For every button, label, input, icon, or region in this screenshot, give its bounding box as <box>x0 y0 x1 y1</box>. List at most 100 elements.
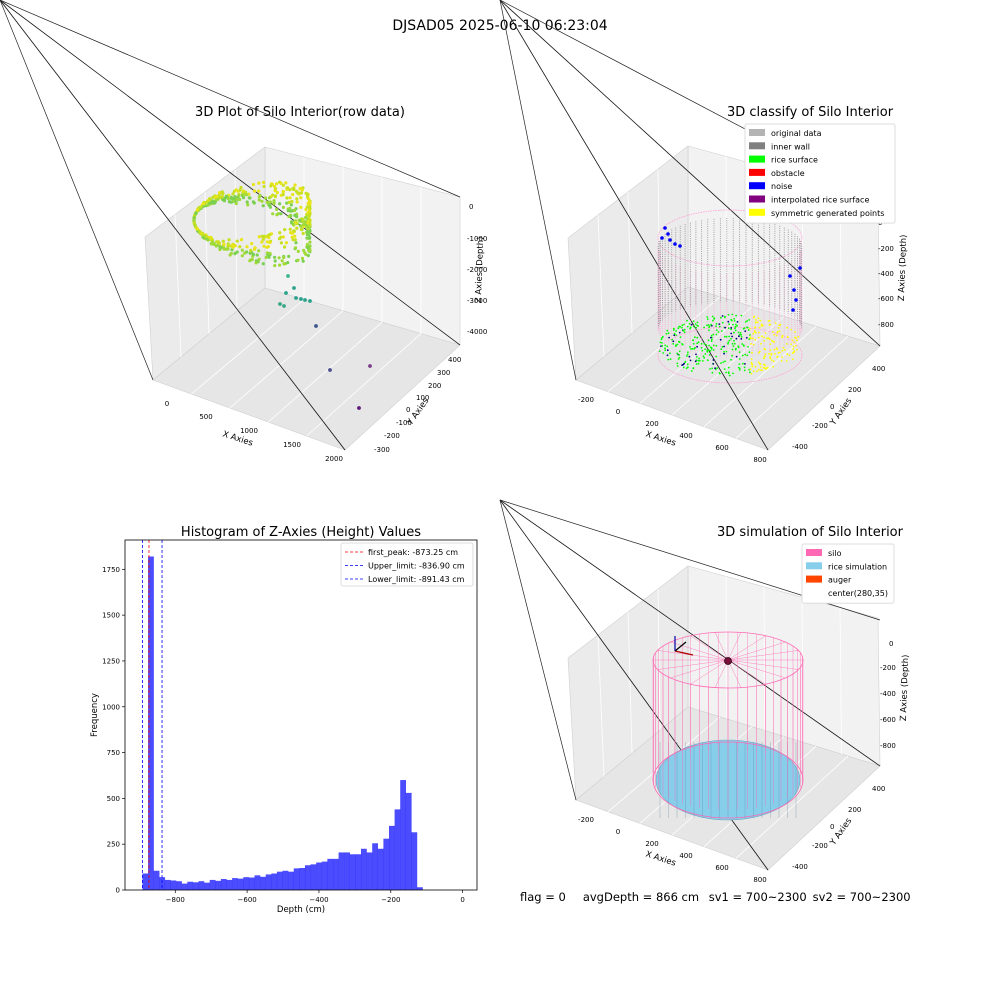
raw-point <box>278 263 282 267</box>
surface-point <box>675 334 678 336</box>
legend-label: rice surface <box>771 156 818 165</box>
surface-point <box>667 358 670 361</box>
raw-point <box>300 188 304 192</box>
z-axis-label: Z Axies (Depth) <box>897 234 909 301</box>
surface-point <box>734 342 736 345</box>
surface-point <box>731 342 734 345</box>
y-tick-label: 300 <box>437 369 450 377</box>
y-tick-label: 0 <box>830 403 834 411</box>
raw-point <box>357 406 361 410</box>
surface-point <box>681 326 683 329</box>
surface-point <box>793 341 796 344</box>
surface-point <box>721 330 723 332</box>
surface-point <box>749 337 752 340</box>
surface-point <box>661 345 664 347</box>
surface-point <box>712 359 715 361</box>
surface-point <box>706 318 709 320</box>
surface-point <box>733 339 735 342</box>
surface-point <box>688 322 691 325</box>
surface-point <box>759 366 762 368</box>
noise-point <box>666 232 670 236</box>
legend-label: center(280,35) <box>828 589 888 598</box>
raw-point <box>219 246 223 250</box>
surface-point <box>659 341 662 344</box>
y-tick-label: 0 <box>116 887 120 895</box>
raw-point <box>239 185 243 190</box>
surface-point <box>742 362 744 365</box>
surface-point <box>708 349 710 352</box>
histogram-bar <box>142 873 149 890</box>
raw-point <box>214 244 218 248</box>
y-tick-label: -100 <box>396 419 412 427</box>
noise-point <box>794 298 798 302</box>
axis-line <box>499 0 769 451</box>
surface-point <box>730 358 732 361</box>
surface-point <box>678 331 681 334</box>
raw-point <box>226 247 230 251</box>
surface-point <box>796 348 798 351</box>
silo-roof-wire <box>670 659 729 679</box>
raw-point <box>305 242 309 247</box>
surface-point <box>696 342 699 345</box>
surface-point <box>719 338 722 341</box>
raw-point <box>267 236 271 240</box>
surface-point <box>708 326 710 329</box>
legend-label: obstacle <box>771 169 805 178</box>
raw-point <box>267 255 271 259</box>
histogram-bar <box>260 876 266 890</box>
raw-point <box>268 200 272 204</box>
surface-point <box>769 349 772 351</box>
surface-point <box>791 339 794 342</box>
raw-point <box>295 215 299 219</box>
surface-point <box>791 352 794 354</box>
surface-point <box>770 352 773 355</box>
surface-point <box>741 354 744 357</box>
surface-point <box>750 361 753 364</box>
surface-point <box>723 368 726 370</box>
raw-point <box>293 183 297 187</box>
surface-point <box>715 329 718 331</box>
surface-point <box>727 342 729 345</box>
surface-point <box>744 330 747 332</box>
surface-point <box>753 330 756 332</box>
surface-point <box>708 329 710 332</box>
grid-line <box>607 296 721 392</box>
raw-point <box>283 228 287 232</box>
histogram-bar <box>198 881 205 890</box>
z-tick-label: -2000 <box>467 266 487 274</box>
x-tick-label: -200 <box>578 816 594 824</box>
raw-point <box>280 259 284 263</box>
raw-point <box>303 251 307 255</box>
axis-line <box>0 0 461 346</box>
raw-point <box>226 197 230 201</box>
surface-point <box>685 367 688 370</box>
z-tick-label: -200 <box>880 664 896 672</box>
surface-point <box>734 325 737 328</box>
surface-point <box>707 339 710 342</box>
legend-label: original data <box>771 129 822 138</box>
surface-point <box>709 346 712 349</box>
histogram-bar <box>304 865 311 890</box>
surface-point <box>773 333 775 336</box>
histogram-bar <box>192 882 199 890</box>
surface-point <box>749 368 752 371</box>
raw-point <box>281 205 285 209</box>
raw-point <box>285 196 289 200</box>
surface-point <box>676 343 679 346</box>
raw-point <box>229 251 233 256</box>
surface-point <box>736 321 739 323</box>
surface-point <box>690 323 693 326</box>
raw-point <box>287 254 291 258</box>
raw-point <box>299 297 303 301</box>
surface-point <box>776 356 778 359</box>
raw-point <box>282 304 286 308</box>
surface-point <box>735 355 738 358</box>
histogram-bar <box>355 854 362 890</box>
raw-point <box>278 302 282 306</box>
surface-point <box>711 338 713 341</box>
noise-point <box>788 274 792 278</box>
raw-point <box>299 205 303 209</box>
legend-swatch <box>749 208 765 216</box>
surface-point <box>717 331 720 333</box>
surface-point <box>774 322 777 324</box>
